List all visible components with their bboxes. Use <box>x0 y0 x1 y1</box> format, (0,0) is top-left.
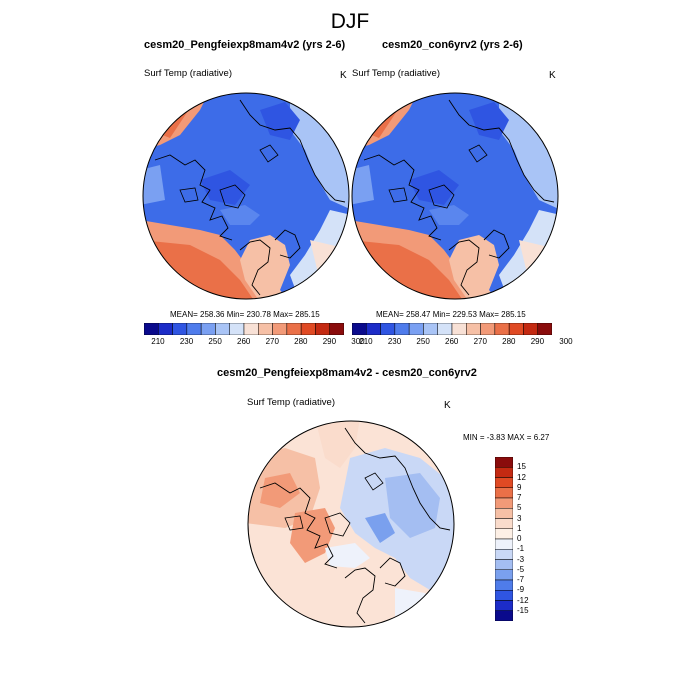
panel3-colorbar-tick-label: 1 <box>517 523 522 533</box>
panel1-colorbar-tick-label: 250 <box>208 337 222 346</box>
panel2-units-label: K <box>549 70 556 81</box>
panel3-colorbar-box <box>495 497 513 509</box>
panel1-colorbar-tick-label: 260 <box>237 337 251 346</box>
panel1-colorbar-box <box>300 323 316 335</box>
panel3-map <box>247 420 455 628</box>
panel3-colorbar-tick-label: 7 <box>517 493 522 502</box>
panel2-colorbar-box <box>451 323 467 335</box>
panel3-colorbar-box <box>495 457 513 468</box>
panel3-title: cesm20_Pengfeiexp8mam4v2 - cesm20_con6yr… <box>217 367 477 379</box>
panel3-colorbar-labels: 15 12 9 7 5 3 1 0 -1 -3 -5 -7 -9 -12 -15 <box>517 457 547 621</box>
panel3-colorbar-box <box>495 559 513 570</box>
panel1-colorbar-box <box>229 323 245 335</box>
panel2-colorbar-tick-label: 210 <box>359 337 373 346</box>
panel3-colorbar-tick-label: 15 <box>517 462 526 472</box>
panel1-variable-label: Surf Temp (radiative) <box>144 68 232 79</box>
panel3-colorbar-tick-label: -12 <box>517 595 529 605</box>
panel3-colorbar-tick-label: -15 <box>517 605 529 615</box>
panel1-colorbar-tick-label: 210 <box>151 337 165 346</box>
panel2-colorbar-box <box>508 323 524 335</box>
panel2-colorbar-tick-label: 290 <box>530 337 545 346</box>
panel3-colorbar-tick-label: 3 <box>517 513 522 523</box>
panel2-colorbar-box <box>380 323 396 335</box>
panel1-colorbar-box <box>243 323 259 335</box>
panel1-colorbar-box <box>158 323 173 335</box>
panel1-colorbar-box <box>329 323 344 335</box>
panel3-colorbar-box <box>495 508 513 519</box>
panel3-colorbar-tick-label: 9 <box>517 482 522 492</box>
panel3-colorbar-tick-label: 5 <box>517 503 522 513</box>
panel1-colorbar-tick-label: 270 <box>265 337 279 346</box>
panel2-colorbar-box <box>437 323 453 335</box>
panel1-units-label: K <box>340 70 347 81</box>
panel1-colorbar-tick-label: 300 <box>351 337 365 346</box>
panel2-colorbar-box <box>537 323 552 335</box>
panel2-colorbar-box <box>352 323 367 335</box>
panel2-colorbar <box>352 323 552 335</box>
panel1-colorbar-box <box>215 323 230 335</box>
panel2-colorbar-box <box>494 323 510 335</box>
panel2-colorbar-tick-label: 270 <box>473 337 487 346</box>
panel3-colorbar-box <box>495 477 513 488</box>
panel2-colorbar-box <box>423 323 438 335</box>
panel1-colorbar-box <box>144 323 159 335</box>
panel2-colorbar-tick-label: 230 <box>387 337 402 346</box>
panel3-colorbar-box <box>495 549 513 560</box>
panel1-colorbar <box>144 323 344 335</box>
panel2-colorbar-box <box>523 323 538 335</box>
panel3-colorbar-tick-label: 0 <box>517 534 522 543</box>
panel3-colorbar <box>495 457 513 621</box>
panel3-colorbar-box <box>495 569 513 581</box>
panel2-colorbar-tick-label: 280 <box>502 337 516 346</box>
panel1-colorbar-labels: 210 230 250 260 270 280 290 300 <box>144 337 364 349</box>
panel3-stats: MIN = -3.83 MAX = 6.27 <box>463 433 550 442</box>
panel2-stats: MEAN= 258.47 Min= 229.53 Max= 285.15 <box>376 310 526 319</box>
panel2-colorbar-box <box>394 323 410 335</box>
panel3-colorbar-box <box>495 538 513 550</box>
panel3-colorbar-box <box>495 590 513 601</box>
panel3-colorbar-box <box>495 600 513 611</box>
panel2-colorbar-labels: 210 230 250 260 270 280 290 300 <box>352 337 572 349</box>
panel2-colorbar-tick-label: 260 <box>445 337 459 346</box>
panel1-colorbar-tick-label: 290 <box>322 337 337 346</box>
panel3-colorbar-tick-label: 12 <box>517 472 526 482</box>
panel3-colorbar-box <box>495 467 513 478</box>
panel1-title: cesm20_Pengfeiexp8mam4v2 (yrs 2-6) <box>144 39 346 51</box>
panel2-colorbar-tick-label: 300 <box>559 337 573 346</box>
panel1-map <box>142 92 350 300</box>
panel2-map <box>351 92 559 300</box>
panel3-colorbar-box <box>495 610 513 621</box>
panel3-colorbar-tick-label: -5 <box>517 564 525 574</box>
panel1-colorbar-tick-label: 230 <box>179 337 194 346</box>
panel3-colorbar-box <box>495 518 513 529</box>
panel1-stats: MEAN= 258.36 Min= 230.78 Max= 285.15 <box>170 310 320 319</box>
panel2-colorbar-tick-label: 250 <box>416 337 430 346</box>
panel3-colorbar-tick-label: -3 <box>517 554 525 564</box>
panel3-colorbar-tick-label: -9 <box>517 585 525 595</box>
panel2-colorbar-box <box>408 323 424 335</box>
panel1-colorbar-box <box>272 323 288 335</box>
panel1-colorbar-box <box>286 323 302 335</box>
panel1-colorbar-box <box>186 323 202 335</box>
panel3-colorbar-tick-label: -7 <box>517 575 525 584</box>
panel1-colorbar-box <box>172 323 188 335</box>
panel1-colorbar-box <box>258 323 273 335</box>
panel2-colorbar-box <box>466 323 481 335</box>
main-title: DJF <box>330 10 370 33</box>
panel3-variable-label: Surf Temp (radiative) <box>247 397 335 408</box>
panel3-colorbar-tick-label: -1 <box>517 544 525 554</box>
panel3-units-label: K <box>444 400 451 411</box>
panel1-colorbar-box <box>315 323 330 335</box>
panel2-variable-label: Surf Temp (radiative) <box>352 68 440 79</box>
panel1-colorbar-box <box>200 323 216 335</box>
panel3-colorbar-box <box>495 528 513 540</box>
panel2-colorbar-box <box>480 323 496 335</box>
panel2-title: cesm20_con6yrv2 (yrs 2-6) <box>382 39 523 51</box>
panel1-colorbar-tick-label: 280 <box>294 337 308 346</box>
panel3-colorbar-box <box>495 579 513 591</box>
panel2-colorbar-box <box>366 323 381 335</box>
panel3-colorbar-box <box>495 487 513 499</box>
